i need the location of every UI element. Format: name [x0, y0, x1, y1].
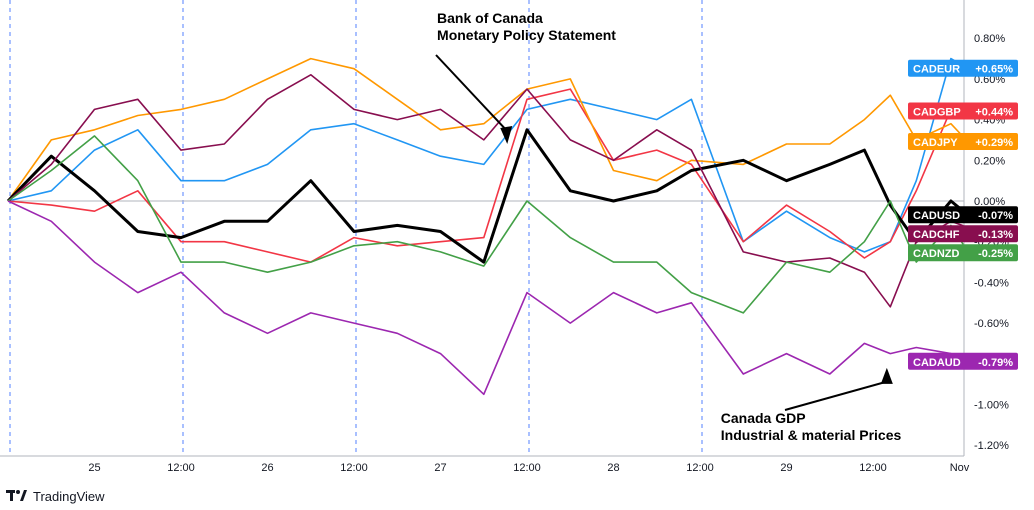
legend-series-name: CADUSD: [913, 210, 960, 222]
series-value-labels: CADEUR +0.65% CADGBP +0.44% CADJPY +0.29% CADU…: [908, 59, 1018, 370]
x-tick-label: 29: [780, 462, 792, 474]
legend-cadjpy: CADJPY +0.29%: [908, 132, 1018, 150]
x-tick-label: 12:00: [859, 462, 887, 474]
session-separators: [9, 0, 703, 456]
x-tick-label: 25: [88, 462, 100, 474]
y-tick-label: -0.40%: [974, 277, 1009, 289]
legend-cadgbp: CADGBP +0.44%: [908, 102, 1018, 120]
annotation-arrow-shaft: [784, 380, 887, 411]
y-tick-label: -0.60%: [974, 318, 1009, 330]
plot-background: [0, 0, 1034, 484]
x-tick-label: 12:00: [686, 462, 714, 474]
legend-series-value: -0.79%: [978, 357, 1013, 369]
y-tick-label: 0.60%: [974, 74, 1005, 86]
annotation-text: Bank of Canada: [437, 10, 543, 26]
y-tick-label: 0.20%: [974, 155, 1005, 167]
legend-series-name: CADNZD: [913, 248, 959, 260]
tradingview-brand: TradingView: [33, 488, 105, 504]
legend-series-name: CADGBP: [913, 106, 961, 118]
legend-series-name: CADEUR: [913, 64, 960, 76]
annotation-text: Canada GDP: [721, 410, 806, 426]
legend-badge: [908, 206, 1018, 224]
x-tick-label: 28: [607, 462, 619, 474]
legend-badge: [908, 352, 1018, 370]
legend-series-value: -0.25%: [978, 248, 1013, 260]
legend-series-name: CADCHF: [913, 229, 960, 241]
x-tick-label: Nov: [950, 462, 970, 474]
y-tick-label: -1.20%: [974, 440, 1009, 452]
tradingview-logo-icon: [6, 490, 27, 501]
x-axis-ticks: 25 12:00 26 12:00 27 12:00 28 12:00 29 12:00 Nov: [88, 462, 969, 474]
legend-cadnzd: CADNZD -0.25%: [908, 244, 1018, 262]
y-tick-label: 0.00%: [974, 196, 1005, 208]
annotation-arrow-head: [880, 367, 893, 384]
legend-series-value: -0.07%: [978, 210, 1013, 222]
annotation-arrow-head: [500, 126, 513, 145]
x-tick-label: 12:00: [340, 462, 368, 474]
x-tick-label: 12:00: [167, 462, 195, 474]
y-tick-label: 0.80%: [974, 33, 1005, 45]
legend-cadchf: CADCHF -0.13%: [908, 225, 1018, 243]
legend-cadeur: CADEUR +0.65%: [908, 59, 1018, 77]
legend-cadaud: CADAUD -0.79%: [908, 352, 1018, 370]
legend-series-value: +0.29%: [975, 137, 1013, 149]
legend-series-name: CADJPY: [913, 137, 958, 149]
legend-series-value: +0.44%: [975, 106, 1013, 118]
x-tick-label: 27: [434, 462, 446, 474]
annotation-text: Monetary Policy Statement: [437, 27, 616, 43]
x-tick-label: 12:00: [513, 462, 541, 474]
legend-badge: [908, 59, 1018, 77]
legend-badge: [908, 132, 1018, 150]
legend-badge: [908, 225, 1018, 243]
legend-cadusd: CADUSD -0.07%: [908, 206, 1018, 224]
y-tick-label: -1.00%: [974, 400, 1009, 412]
annotation-arrow-shaft: [435, 54, 507, 131]
footer: TradingView: [6, 486, 105, 506]
legend-series-name: CADAUD: [913, 357, 961, 369]
legend-series-value: +0.65%: [975, 64, 1013, 76]
legend-badge: [908, 102, 1018, 120]
annotation-text: Industrial & material Prices: [721, 427, 902, 443]
legend-badge: [908, 244, 1018, 262]
x-tick-label: 26: [261, 462, 273, 474]
legend-series-value: -0.13%: [978, 229, 1013, 241]
series-lines: [6, 57, 970, 396]
